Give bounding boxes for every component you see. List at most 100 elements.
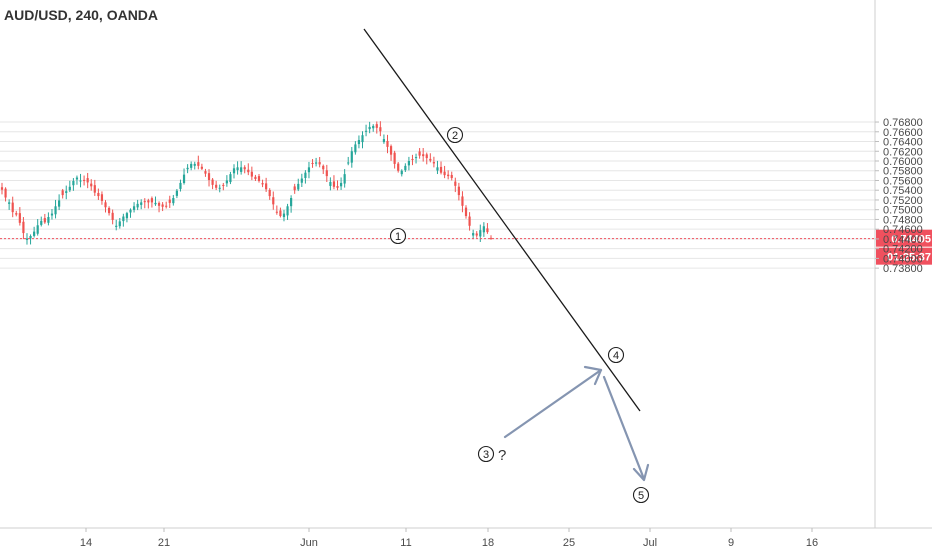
candle (22, 217, 25, 240)
candle (275, 205, 278, 215)
candle-body (364, 130, 368, 132)
wave-label-circle (632, 486, 650, 504)
candle-body (115, 225, 118, 227)
candle (286, 203, 289, 220)
arrow-shaft (503, 368, 603, 439)
candle (293, 183, 296, 194)
candle (147, 198, 150, 209)
candle-body (11, 202, 14, 213)
candle (422, 147, 425, 162)
candle (136, 199, 139, 211)
candle (468, 212, 471, 231)
candle-body (268, 189, 271, 197)
candle-body (140, 202, 143, 205)
candle-body (182, 174, 186, 183)
candle (161, 202, 164, 212)
candle-body (293, 186, 296, 191)
candle (140, 199, 143, 210)
candle (115, 219, 118, 231)
candle (204, 168, 207, 177)
candle-body (386, 140, 389, 147)
candle (336, 180, 339, 191)
candle (50, 209, 54, 220)
candle (222, 182, 225, 191)
y-tick-label: 0.76000 (883, 156, 923, 168)
candle (268, 188, 271, 200)
candle (107, 206, 111, 216)
candle-body (54, 206, 57, 215)
candle (443, 165, 446, 179)
candle (61, 188, 64, 199)
candle (364, 124, 368, 137)
candle-body (22, 221, 25, 234)
candle-body (475, 233, 478, 236)
candle-body (147, 200, 150, 203)
candle (347, 156, 350, 166)
candle-body (439, 166, 443, 173)
candle-body (111, 212, 114, 220)
candle-body (8, 202, 11, 204)
x-tick-label: Jun (300, 537, 318, 549)
candle (179, 179, 182, 192)
candle-body (61, 190, 64, 196)
candle (157, 201, 161, 213)
current-price-tag (876, 229, 932, 247)
candle-body (18, 213, 21, 223)
candle (172, 194, 175, 206)
projection-arrow-up (503, 368, 603, 439)
candle-body (361, 135, 364, 143)
candle (439, 161, 443, 175)
x-tick-label: Jul (643, 537, 657, 549)
candle (332, 175, 336, 190)
candle (250, 166, 253, 181)
candle-body (193, 163, 196, 166)
y-tick-label: 0.76800 (883, 117, 923, 129)
candle-body (290, 198, 293, 207)
candle (425, 152, 428, 165)
y-tick-label: 0.76600 (883, 127, 923, 139)
arrow-head-up (583, 365, 603, 386)
candle-body (222, 184, 225, 186)
projection-arrow-down (602, 375, 646, 481)
candle-body (90, 183, 93, 187)
candle (307, 161, 311, 179)
wave-label-text: 1 (395, 231, 401, 243)
candle-body (343, 174, 346, 184)
candle-body (454, 181, 457, 186)
candle (357, 135, 361, 149)
candle-body (79, 180, 82, 182)
candle (436, 160, 439, 175)
candle (15, 210, 18, 217)
candle (257, 173, 261, 183)
candle (225, 175, 228, 187)
candle-body (157, 202, 161, 206)
y-tick-label: 0.76200 (883, 146, 923, 158)
countdown-value: 01:25:37 (887, 252, 931, 264)
candle (464, 205, 468, 219)
candle (82, 175, 86, 186)
candle (36, 219, 39, 236)
candle-body (25, 238, 29, 240)
wave-label-circle (607, 346, 625, 364)
x-tick-label: 16 (806, 537, 818, 549)
candle (54, 199, 57, 219)
candle (18, 207, 21, 226)
candle-body (47, 217, 50, 223)
y-tick-label: 0.75800 (883, 166, 923, 178)
candle-body (279, 210, 282, 217)
candle (72, 178, 75, 191)
candle-body (261, 183, 264, 185)
y-tick-label: 0.75200 (883, 195, 923, 207)
candle-body (418, 151, 421, 156)
candle-body (297, 183, 300, 190)
candle-body (282, 213, 286, 218)
candle-body (432, 162, 435, 164)
candle-body (50, 213, 54, 216)
candle-body (379, 127, 382, 132)
candle (475, 231, 478, 238)
candle (40, 216, 43, 227)
wave-label-text: 2 (452, 130, 458, 142)
candle (33, 226, 36, 238)
candle (240, 161, 243, 175)
arrow-shaft (632, 463, 650, 482)
